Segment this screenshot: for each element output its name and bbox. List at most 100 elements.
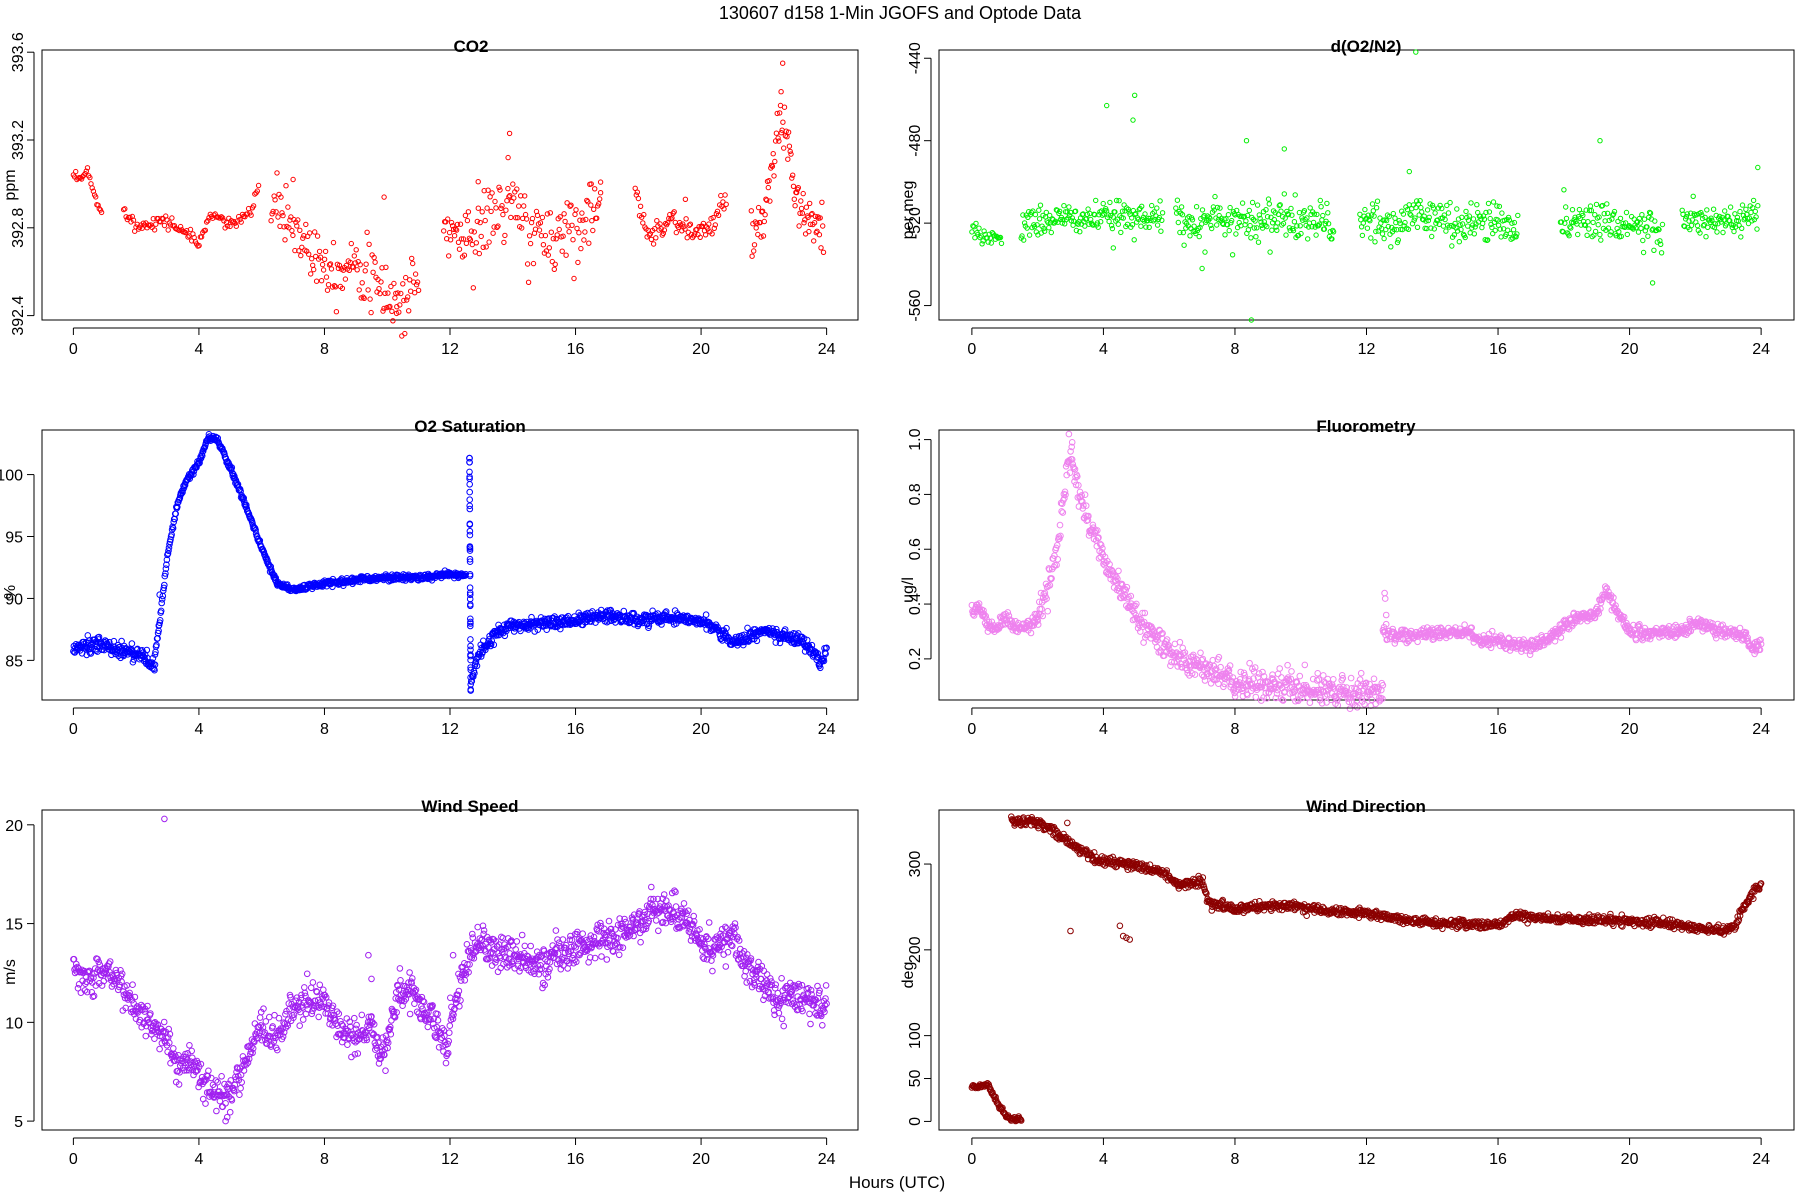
o2n2-point: [1233, 231, 1239, 237]
fluor-point: [1084, 516, 1092, 524]
o2n2-point: [1505, 227, 1511, 233]
fluor-point: [1285, 677, 1293, 685]
o2n2-point: [1655, 226, 1661, 232]
o2n2-point: [1249, 199, 1256, 206]
o2sat-point: [168, 526, 176, 534]
o2n2-point: [1608, 229, 1614, 235]
o2n2-x-tick-label: 24: [1752, 341, 1770, 358]
co2-point: [348, 240, 354, 247]
co2-point: [360, 294, 366, 300]
co2-point: [273, 209, 279, 215]
co2-point: [295, 217, 301, 223]
o2n2-point: [1371, 213, 1377, 219]
co2-point: [165, 227, 171, 233]
co2-point: [312, 229, 318, 235]
co2-point: [96, 206, 103, 212]
fluor-point: [1159, 630, 1166, 637]
co2-point: [557, 214, 563, 220]
co2-point: [455, 239, 462, 246]
o2n2-point: [1624, 231, 1631, 238]
o2n2-point: [1440, 223, 1447, 229]
co2-point: [544, 211, 551, 217]
o2n2-point: [1073, 227, 1080, 234]
o2n2-point: [1394, 239, 1401, 246]
o2n2-point: [1586, 226, 1592, 232]
fluor-point: [1361, 701, 1368, 708]
o2n2-point: [1714, 229, 1720, 235]
co2-point: [709, 231, 715, 237]
co2-point: [722, 192, 728, 198]
o2sat-point: [814, 650, 822, 657]
co2-point: [748, 208, 754, 214]
o2n2-point: [1072, 208, 1079, 214]
co2-point: [227, 223, 233, 230]
o2sat-point: [214, 434, 221, 442]
o2n2-point: [1688, 222, 1695, 229]
co2-point: [770, 151, 776, 157]
co2-point: [480, 244, 486, 251]
co2-point: [289, 227, 295, 234]
co2-point: [381, 305, 387, 312]
o2sat-point: [162, 565, 170, 573]
o2n2-point: [1269, 227, 1275, 233]
o2sat-point: [662, 608, 670, 615]
co2-point: [331, 283, 338, 289]
o2n2-point: [1494, 203, 1500, 209]
co2-point: [521, 203, 527, 209]
fluor-point: [980, 610, 988, 618]
o2n2-point: [1026, 232, 1033, 238]
o2n2-point: [1429, 202, 1436, 209]
fluor-point: [1050, 555, 1057, 562]
co2-point: [404, 297, 410, 303]
co2-point: [809, 210, 815, 217]
o2n2-point: [1604, 210, 1611, 217]
fluor-point: [1188, 662, 1195, 669]
co2-point: [308, 271, 314, 277]
co2-point: [254, 188, 260, 194]
fluor-point: [1053, 542, 1061, 549]
co2-point: [290, 176, 296, 183]
co2-point: [820, 223, 826, 229]
co2-point: [452, 226, 459, 232]
o2sat-point: [166, 541, 173, 548]
fluor-point: [1137, 628, 1144, 635]
co2-point: [492, 198, 498, 205]
fluor-point: [1346, 705, 1354, 713]
co2-x-tick-label: 16: [567, 341, 585, 358]
co2-point: [87, 174, 93, 181]
fluor-point: [1229, 674, 1237, 681]
o2n2-point: [1682, 223, 1688, 230]
o2n2-point: [1359, 232, 1366, 239]
co2-point: [687, 221, 694, 227]
fluor-point: [1085, 512, 1092, 520]
co2-point: [410, 260, 416, 267]
o2n2-point: [1261, 219, 1268, 225]
fluor-point: [1488, 627, 1496, 635]
o2n2-point: [1324, 200, 1330, 207]
o2sat-point: [167, 536, 174, 543]
fluor-point: [1221, 680, 1228, 688]
fluor-point: [1082, 502, 1090, 510]
co2-point: [800, 190, 806, 197]
fluor-point: [1212, 665, 1220, 673]
o2n2-point: [1635, 229, 1642, 235]
co2-point: [780, 60, 786, 66]
o2sat-point: [161, 581, 168, 589]
co2-point: [696, 224, 702, 230]
o2n2-point: [1275, 220, 1281, 226]
o2sat-x-tick-label: 8: [320, 721, 329, 738]
o2n2-point: [1590, 219, 1596, 226]
o2n2-point: [998, 240, 1005, 247]
o2n2-point: [1047, 212, 1053, 219]
co2-point: [413, 282, 420, 288]
fluor-point: [1044, 607, 1051, 615]
windspd-point: [213, 1107, 220, 1115]
co2-point: [798, 205, 805, 212]
o2n2-point: [1317, 197, 1324, 204]
o2sat-point: [468, 677, 476, 685]
co2-point: [415, 287, 422, 293]
fluor-point: [1381, 589, 1388, 597]
o2n2-point: [1739, 225, 1745, 232]
o2n2-point: [1285, 211, 1292, 218]
o2n2-point: [1030, 208, 1036, 214]
